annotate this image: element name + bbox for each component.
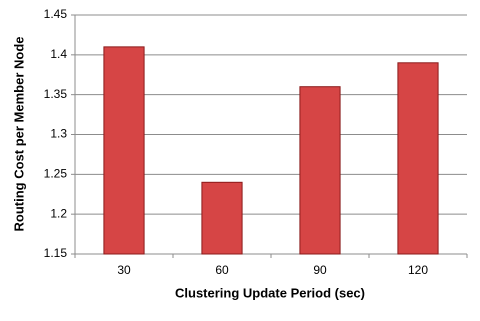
- bar: [397, 62, 439, 255]
- y-axis-title: Routing Cost per Member Node: [11, 36, 26, 231]
- y-tick-label: 1.25: [44, 167, 68, 181]
- y-tick-label: 1.2: [50, 206, 67, 220]
- y-tick-label: 1.35: [44, 87, 68, 101]
- bar: [103, 46, 145, 255]
- y-tick-label: 1.3: [50, 127, 67, 141]
- x-tick-label: 30: [117, 263, 131, 277]
- bar: [299, 86, 341, 255]
- x-tick-label: 60: [215, 263, 229, 277]
- y-tick-label: 1.4: [50, 47, 67, 61]
- x-axis-title: Clustering Update Period (sec): [175, 285, 365, 300]
- bar: [201, 181, 243, 255]
- y-tick-label: 1.45: [44, 7, 68, 21]
- x-tick-label: 90: [313, 263, 327, 277]
- y-tick-label: 1.15: [44, 246, 68, 260]
- x-tick-label: 120: [408, 263, 428, 277]
